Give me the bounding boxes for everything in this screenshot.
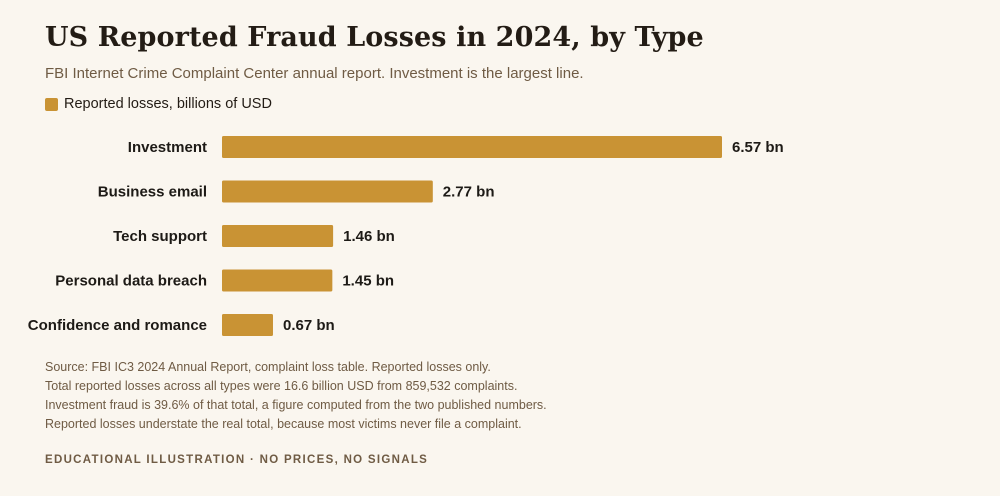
legend-label: Reported losses, billions of USD [64,96,272,112]
source-note-line: Source: FBI IC3 2024 Annual Report, comp… [45,360,491,374]
disclaimer: EDUCATIONAL ILLUSTRATION · NO PRICES, NO… [45,454,429,466]
bar-chart: Investment 6.57 bn Business email 2.77 bn Te… [28,136,784,336]
category-label: Business email [98,184,207,201]
chart-title: US Reported Fraud Losses in 2024, by Typ… [45,22,704,53]
source-notes: Source: FBI IC3 2024 Annual Report, comp… [45,358,547,434]
bar [222,225,334,247]
category-label: Investment [128,139,207,156]
data-label: 0.67 bn [283,317,335,334]
legend-swatch [45,97,58,111]
source-note-line: Reported losses understate the real tota… [45,417,522,431]
bar [222,136,722,158]
chart-subtitle: FBI Internet Crime Complaint Center annu… [45,65,584,82]
chart-legend: Reported losses, billions of USD [45,96,272,112]
category-label: Tech support [113,228,207,245]
data-label: 2.77 bn [443,184,495,201]
source-note-line: Investment fraud is 39.6% of that total,… [45,398,547,412]
data-label: 1.45 bn [342,273,394,290]
category-label: Personal data breach [55,273,207,290]
category-label: Confidence and romance [28,317,207,334]
bar [222,314,273,336]
data-label: 6.57 bn [732,139,784,156]
data-label: 1.46 bn [343,228,395,245]
bar [222,269,333,292]
source-note-line: Total reported losses across all types w… [45,379,518,393]
bar [222,180,433,203]
